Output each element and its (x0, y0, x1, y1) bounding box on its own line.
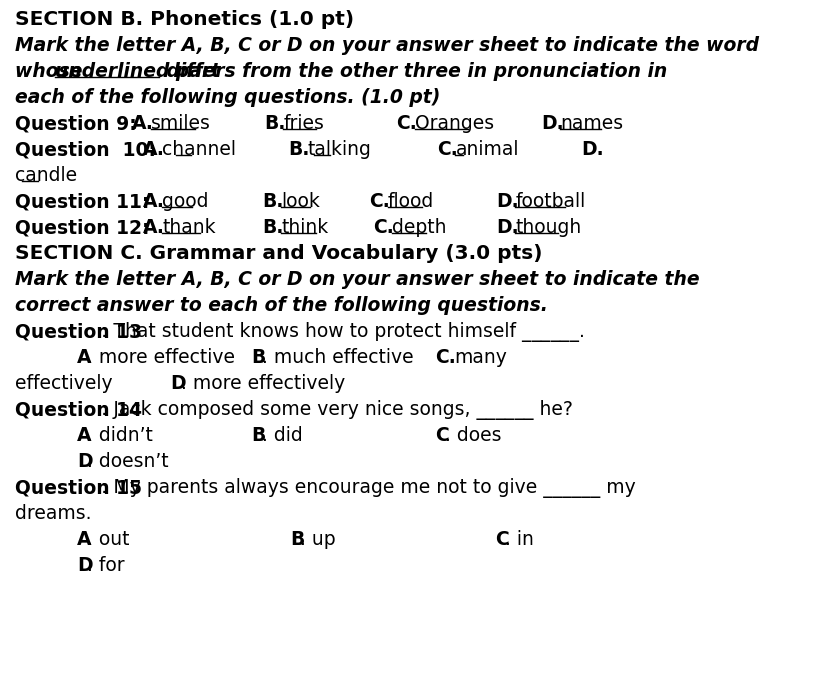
Text: many: many (454, 348, 506, 367)
Text: correct answer to each of the following questions.: correct answer to each of the following … (16, 296, 548, 315)
Text: Question 11:: Question 11: (16, 192, 150, 211)
Text: underlined part: underlined part (55, 62, 220, 81)
Text: C.: C. (373, 218, 395, 237)
Text: . much effective: . much effective (262, 348, 413, 367)
Text: B: B (290, 530, 304, 549)
Text: C.: C. (436, 140, 458, 159)
Text: D.: D. (542, 114, 564, 133)
Text: B.: B. (265, 114, 286, 133)
Text: A.: A. (143, 218, 165, 237)
Text: . up: . up (300, 530, 336, 549)
Text: . didn’t: . didn’t (87, 426, 153, 445)
Text: . out: . out (87, 530, 130, 549)
Text: good: good (162, 192, 209, 211)
Text: Question 15: Question 15 (16, 478, 142, 497)
Text: Question  10:: Question 10: (16, 140, 156, 159)
Text: though: though (515, 218, 581, 237)
Text: Mark the letter A, B, C or D on your answer sheet to indicate the: Mark the letter A, B, C or D on your ans… (16, 270, 700, 289)
Text: Mark the letter A, B, C or D on your answer sheet to indicate the word: Mark the letter A, B, C or D on your ans… (16, 36, 760, 55)
Text: effectively: effectively (16, 374, 113, 393)
Text: A: A (76, 426, 91, 445)
Text: D: D (76, 556, 92, 575)
Text: . did: . did (262, 426, 302, 445)
Text: A.: A. (143, 192, 165, 211)
Text: animal: animal (455, 140, 519, 159)
Text: C.: C. (435, 348, 455, 367)
Text: A: A (76, 530, 91, 549)
Text: C: C (495, 530, 509, 549)
Text: dreams.: dreams. (16, 504, 92, 523)
Text: differs from the other three in pronunciation in: differs from the other three in pronunci… (160, 62, 667, 81)
Text: look: look (281, 192, 321, 211)
Text: D.: D. (496, 192, 519, 211)
Text: Question 12:: Question 12: (16, 218, 150, 237)
Text: B.: B. (263, 192, 284, 211)
Text: C.: C. (369, 192, 390, 211)
Text: D: D (171, 374, 187, 393)
Text: SECTION B. Phonetics (1.0 pt): SECTION B. Phonetics (1.0 pt) (16, 10, 354, 29)
Text: whose: whose (16, 62, 90, 81)
Text: A: A (76, 348, 91, 367)
Text: . more effective: . more effective (87, 348, 235, 367)
Text: candle: candle (16, 166, 77, 185)
Text: . for: . for (87, 556, 125, 575)
Text: Oranges: Oranges (415, 114, 495, 133)
Text: : My parents always encourage me not to give ______ my: : My parents always encourage me not to … (100, 478, 635, 498)
Text: . more effectively: . more effectively (181, 374, 345, 393)
Text: football: football (515, 192, 585, 211)
Text: think: think (281, 218, 329, 237)
Text: thank: thank (162, 218, 215, 237)
Text: Question 14: Question 14 (16, 400, 142, 419)
Text: C: C (435, 426, 449, 445)
Text: B.: B. (263, 218, 284, 237)
Text: smiles: smiles (151, 114, 210, 133)
Text: D: D (76, 452, 92, 471)
Text: D.: D. (496, 218, 519, 237)
Text: . does: . does (446, 426, 501, 445)
Text: A.: A. (143, 140, 165, 159)
Text: : That student knows how to protect himself ______.: : That student knows how to protect hims… (100, 322, 584, 342)
Text: B: B (252, 426, 266, 445)
Text: B.: B. (289, 140, 310, 159)
Text: A.: A. (132, 114, 154, 133)
Text: Question 9:: Question 9: (16, 114, 137, 133)
Text: flood: flood (388, 192, 434, 211)
Text: Question 13: Question 13 (16, 322, 142, 341)
Text: talking: talking (307, 140, 371, 159)
Text: . in: . in (505, 530, 533, 549)
Text: depth: depth (392, 218, 447, 237)
Text: . doesn’t: . doesn’t (87, 452, 169, 471)
Text: C.: C. (396, 114, 418, 133)
Text: : Jack composed some very nice songs, ______ he?: : Jack composed some very nice songs, __… (100, 400, 572, 420)
Text: names: names (561, 114, 624, 133)
Text: SECTION C. Grammar and Vocabulary (3.0 pts): SECTION C. Grammar and Vocabulary (3.0 p… (16, 244, 543, 263)
Text: fries: fries (283, 114, 324, 133)
Text: channel: channel (162, 140, 236, 159)
Text: D.: D. (582, 140, 604, 159)
Text: each of the following questions. (1.0 pt): each of the following questions. (1.0 pt… (16, 88, 441, 107)
Text: B: B (252, 348, 266, 367)
